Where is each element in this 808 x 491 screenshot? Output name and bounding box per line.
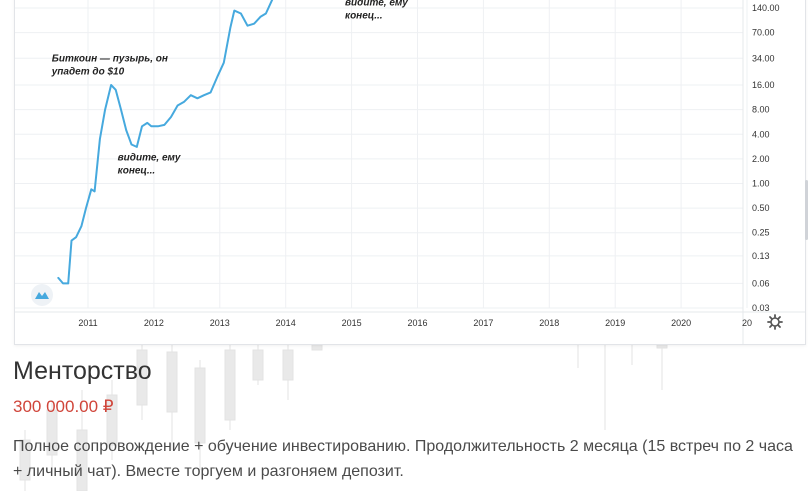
- y-tick-label: 70.00: [752, 28, 775, 38]
- x-tick-label: 2012: [144, 318, 164, 328]
- chart-annotations: Биткоин — пузырь, он упадет до $10 видите,…: [51, 0, 409, 177]
- y-tick-label: 0.25: [752, 228, 770, 238]
- chart-annotation: видите, ему конец...: [118, 153, 181, 177]
- gear-icon[interactable]: [767, 314, 783, 330]
- y-tick-label: 16.00: [752, 80, 775, 90]
- y-tick-label: 34.00: [752, 53, 775, 63]
- y-tick-label: 1.00: [752, 178, 770, 188]
- x-tick-label: 2019: [605, 318, 625, 328]
- chart-card: 140.00 70.00 34.00 16.00 8.00 4.00 2.00 1.00 0.5…: [14, 0, 806, 345]
- chart-grid: [15, 0, 805, 344]
- y-axis-ticks: 140.00 70.00 34.00 16.00 8.00 4.00 2.00 1.00 0.5…: [752, 3, 780, 313]
- x-tick-label: 2020: [671, 318, 691, 328]
- chart-annotation: Биткоин — пузырь, он упадет до $10: [51, 54, 168, 78]
- y-tick-label: 0.13: [752, 251, 770, 261]
- price-chart[interactable]: 140.00 70.00 34.00 16.00 8.00 4.00 2.00 1.00 0.5…: [15, 0, 805, 344]
- product-description: Полное сопровождение + обучение инвестир…: [13, 438, 793, 480]
- x-tick-label: 20: [742, 318, 752, 328]
- page-scrollbar[interactable]: [805, 180, 808, 240]
- x-tick-label: 2013: [210, 318, 230, 328]
- chart-annotation: видите, ему конец...: [345, 0, 408, 22]
- x-tick-label: 2018: [539, 318, 559, 328]
- product-title: Менторство: [13, 357, 152, 385]
- y-tick-label: 140.00: [752, 3, 780, 13]
- series-line: [57, 0, 274, 285]
- x-tick-label: 2014: [276, 318, 296, 328]
- tradingview-logo-icon[interactable]: [31, 284, 53, 306]
- y-tick-label: 0.50: [752, 203, 770, 213]
- y-tick-label: 0.06: [752, 278, 770, 288]
- y-tick-label: 8.00: [752, 105, 770, 115]
- x-tick-label: 2015: [342, 318, 362, 328]
- x-tick-label: 2011: [78, 318, 97, 328]
- y-tick-label: 2.00: [752, 154, 770, 164]
- y-tick-label: 0.03: [752, 303, 770, 313]
- product-price: 300 000.00 ₽: [13, 397, 114, 416]
- x-tick-label: 2017: [473, 318, 493, 328]
- x-axis-ticks: 2011 2012 2013 2014 2015 2016 2017 2018 2019 2020…: [78, 318, 752, 328]
- y-tick-label: 4.00: [752, 129, 770, 139]
- x-tick-label: 2016: [407, 318, 427, 328]
